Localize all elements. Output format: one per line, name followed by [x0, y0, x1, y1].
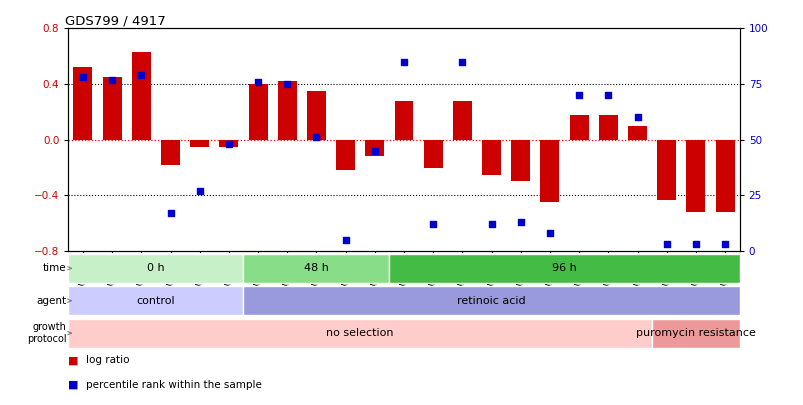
Point: [572, 92, 585, 98]
Text: puromycin resistance: puromycin resistance: [635, 328, 755, 338]
Bar: [68, 254, 243, 283]
Bar: [248, 84, 267, 140]
Bar: [598, 115, 617, 140]
Bar: [423, 140, 442, 168]
Point: [105, 76, 118, 83]
Text: 96 h: 96 h: [552, 263, 577, 273]
Point: [426, 221, 439, 228]
Bar: [307, 91, 325, 140]
Point: [222, 141, 235, 147]
Text: growth
protocol: growth protocol: [27, 322, 67, 344]
Point: [310, 134, 323, 141]
Bar: [277, 81, 296, 140]
Point: [484, 221, 497, 228]
Bar: [365, 140, 384, 156]
Point: [339, 237, 352, 243]
Text: 48 h: 48 h: [304, 263, 328, 273]
Text: 0 h: 0 h: [147, 263, 165, 273]
Bar: [651, 318, 739, 347]
Bar: [243, 286, 739, 315]
Bar: [569, 115, 588, 140]
Text: log ratio: log ratio: [86, 356, 129, 365]
Point: [76, 74, 89, 81]
Point: [455, 58, 468, 65]
Bar: [511, 140, 530, 181]
Text: time: time: [43, 263, 67, 273]
Point: [514, 219, 527, 225]
Bar: [161, 140, 180, 165]
Point: [368, 147, 381, 154]
Point: [135, 72, 148, 78]
Bar: [68, 318, 651, 347]
Point: [718, 241, 731, 247]
Text: no selection: no selection: [326, 328, 393, 338]
Point: [659, 241, 672, 247]
Text: percentile rank within the sample: percentile rank within the sample: [86, 380, 262, 390]
Bar: [336, 140, 355, 171]
Bar: [132, 52, 151, 140]
Bar: [452, 101, 471, 140]
Bar: [540, 140, 559, 202]
Point: [193, 188, 206, 194]
Bar: [394, 101, 413, 140]
Text: ■: ■: [68, 380, 79, 390]
Bar: [686, 140, 704, 212]
Bar: [627, 126, 646, 140]
Bar: [243, 254, 389, 283]
Bar: [715, 140, 734, 212]
Point: [601, 92, 614, 98]
Bar: [68, 286, 243, 315]
Text: ■: ■: [68, 356, 79, 365]
Bar: [190, 140, 209, 147]
Point: [543, 230, 556, 237]
Point: [164, 210, 177, 216]
Bar: [219, 140, 238, 147]
Point: [397, 58, 410, 65]
Text: control: control: [137, 296, 175, 306]
Bar: [103, 77, 121, 140]
Point: [630, 114, 643, 121]
Point: [280, 81, 293, 87]
Bar: [482, 140, 500, 175]
Bar: [656, 140, 675, 200]
Text: retinoic acid: retinoic acid: [457, 296, 525, 306]
Point: [689, 241, 702, 247]
Text: agent: agent: [37, 296, 67, 306]
Bar: [73, 67, 92, 140]
Bar: [389, 254, 739, 283]
Text: GDS799 / 4917: GDS799 / 4917: [65, 14, 165, 27]
Point: [251, 79, 264, 85]
